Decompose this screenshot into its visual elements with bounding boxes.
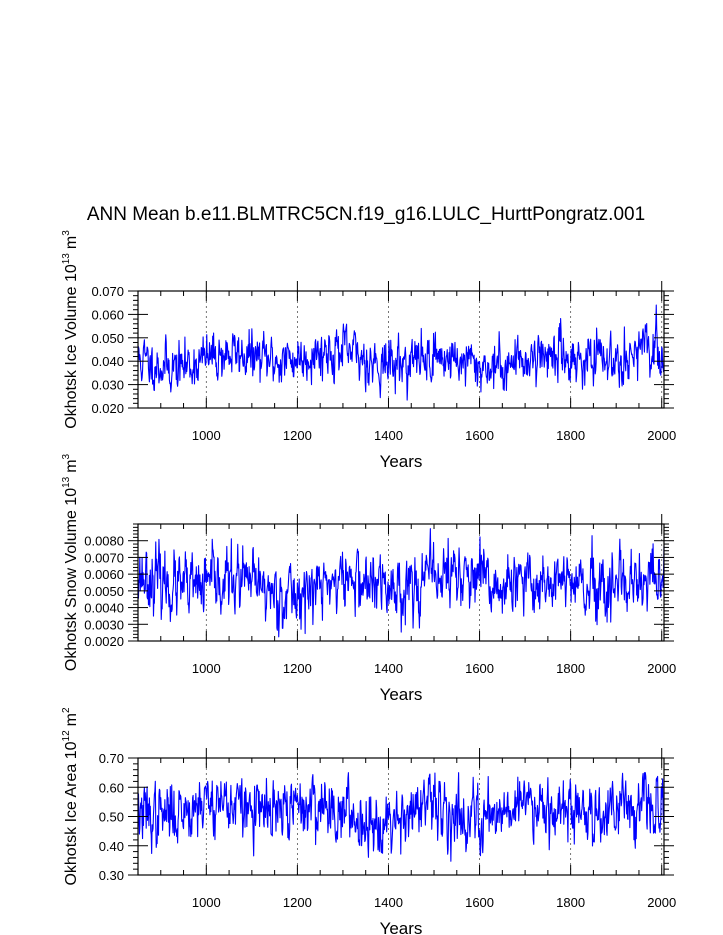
y-tick-label: 0.0020 <box>84 634 124 649</box>
y-axis-label-unit: m <box>63 459 80 472</box>
y-tick-label: 0.0070 <box>84 550 124 565</box>
panel-3: 0.30 0.40 0.50 0.60 0.70 1000 1200 1400 1600 1800… <box>61 707 676 935</box>
y-tick-label: 0.70 <box>99 751 124 766</box>
y-axis-label: Okhotsk Ice Volume 1013 m3 <box>61 230 80 429</box>
y-axis-label-text: Okhotsk Snow Volume 10 <box>63 488 80 671</box>
x-tick-label: 2000 <box>647 895 676 910</box>
y-tick-label: 0.040 <box>91 354 124 369</box>
y-axis-label-exponent: 12 <box>61 730 72 742</box>
panels: 0.020 0.030 0.040 0.050 0.060 0.070 1000 1200 14… <box>61 230 676 935</box>
y-tick-label: 0.0050 <box>84 584 124 599</box>
y-tick-label: 0.0060 <box>84 567 124 582</box>
x-tick-label: 2000 <box>647 428 676 443</box>
y-tick-label: 0.030 <box>91 378 124 393</box>
y-tick-label: 0.30 <box>99 868 124 883</box>
y-tick-label: 0.40 <box>99 839 124 854</box>
y-axis-label-text: Okhotsk Ice Volume 10 <box>63 264 80 429</box>
x-tick-label: 1800 <box>556 661 585 676</box>
y-tick-label: 0.070 <box>91 284 124 299</box>
y-tick-label: 0.50 <box>99 810 124 825</box>
y-tick-label: 0.020 <box>91 401 124 416</box>
y-axis-label: Okhotsk Ice Area 1012 m2 <box>61 707 80 886</box>
series-line <box>137 772 665 862</box>
y-axis-label-unit-exponent: 2 <box>61 707 72 713</box>
x-tick-label: 1200 <box>283 428 312 443</box>
y-tick-label: 0.060 <box>91 307 124 322</box>
y-tick-label: 0.60 <box>99 780 124 795</box>
y-axis-label-exponent: 13 <box>61 476 72 488</box>
panel-1: 0.020 0.030 0.040 0.050 0.060 0.070 1000 1200 14… <box>61 230 676 471</box>
x-tick-label: 1200 <box>283 661 312 676</box>
y-axis-label-unit-exponent: 3 <box>61 453 72 459</box>
figure-title: ANN Mean b.e11.BLMTRC5CN.f19_g16.LULC_Hu… <box>87 204 645 225</box>
x-tick-label: 1600 <box>465 428 494 443</box>
x-axis-label: Years <box>380 919 423 935</box>
series-line <box>137 528 665 638</box>
x-axis-label: Years <box>380 685 423 704</box>
x-tick-label: 1400 <box>374 428 403 443</box>
x-tick-label: 1600 <box>465 895 494 910</box>
y-axis-label-exponent: 13 <box>61 253 72 265</box>
x-tick-label: 1000 <box>192 895 221 910</box>
x-tick-label: 1800 <box>556 428 585 443</box>
x-tick-label: 1200 <box>283 895 312 910</box>
series-line <box>137 304 665 401</box>
plot-frame <box>137 523 665 642</box>
y-tick-label: 0.0080 <box>84 534 124 549</box>
y-tick-label: 0.0030 <box>84 617 124 632</box>
x-tick-label: 1800 <box>556 895 585 910</box>
x-tick-label: 1000 <box>192 661 221 676</box>
x-tick-label: 1600 <box>465 661 494 676</box>
plot-frame <box>137 290 665 409</box>
x-tick-label: 1400 <box>374 895 403 910</box>
x-tick-label: 1400 <box>374 661 403 676</box>
x-axis-label: Years <box>380 452 423 471</box>
y-axis-label-unit: m <box>63 713 80 726</box>
y-tick-label: 0.0040 <box>84 601 124 616</box>
y-axis-label: Okhotsk Snow Volume 1013 m3 <box>61 453 80 671</box>
x-tick-label: 1000 <box>192 428 221 443</box>
x-tick-label: 2000 <box>647 661 676 676</box>
y-tick-label: 0.050 <box>91 331 124 346</box>
y-axis-label-text: Okhotsk Ice Area 10 <box>63 741 80 885</box>
y-axis-label-unit-exponent: 3 <box>61 230 72 236</box>
y-axis-label-unit: m <box>63 236 80 249</box>
